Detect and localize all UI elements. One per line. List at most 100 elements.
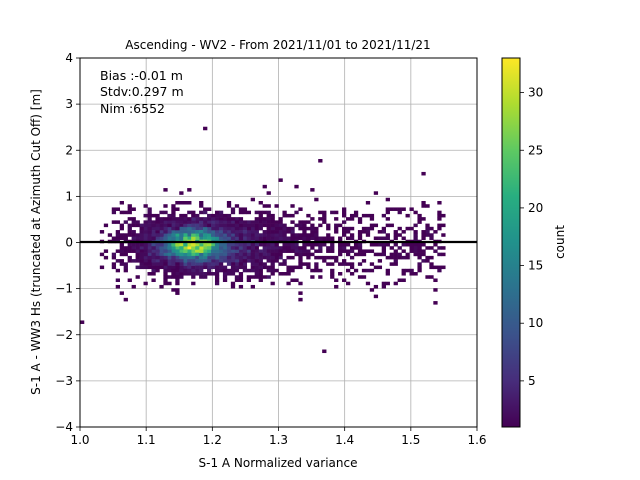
heatmap-cell — [199, 204, 204, 208]
heatmap-cell — [401, 236, 406, 241]
heatmap-cell — [199, 262, 204, 266]
heatmap-cell — [171, 272, 176, 276]
heatmap-cell — [266, 204, 271, 208]
heatmap-cell — [195, 272, 200, 276]
heatmap-cell — [115, 236, 120, 241]
heatmap-cell — [175, 246, 180, 250]
heatmap-cell — [298, 259, 303, 263]
heatmap-cell — [250, 230, 255, 234]
heatmap-cell — [373, 265, 379, 270]
colorbar-ticks: 5 10 15 20 25 30 — [520, 86, 543, 388]
heatmap-cell — [429, 275, 434, 279]
heatmap-cell — [131, 259, 136, 263]
heatmap-cell — [207, 223, 212, 228]
heatmap-cell — [191, 230, 196, 234]
heatmap-cell — [147, 213, 152, 218]
chart-title: Ascending - WV2 - From 2021/11/01 to 202… — [125, 38, 430, 52]
heatmap-cell — [203, 126, 208, 131]
heatmap-cell — [258, 255, 263, 260]
heatmap-cell — [214, 242, 220, 247]
heatmap-cell — [409, 246, 414, 250]
heatmap-cell — [397, 278, 402, 283]
heatmap-cell — [191, 272, 196, 276]
heatmap-cell — [278, 226, 283, 231]
heatmap-cell — [242, 207, 248, 211]
heatmap-cell — [266, 236, 271, 241]
heatmap-cell — [381, 236, 386, 241]
heatmap-cell — [214, 217, 220, 221]
heatmap-cell — [230, 255, 236, 260]
heatmap-cell — [302, 246, 307, 250]
heatmap-cell — [143, 236, 148, 241]
heatmap-cell — [195, 265, 200, 270]
heatmap-cell — [298, 291, 303, 295]
heatmap-cell — [373, 191, 379, 195]
heatmap-cell — [226, 236, 232, 241]
heatmap-cell — [218, 233, 224, 237]
heatmap-cell — [409, 226, 414, 231]
heatmap-cell — [238, 230, 244, 234]
heatmap-cell — [302, 220, 307, 224]
heatmap-cell — [290, 204, 295, 208]
heatmap-cell — [111, 220, 117, 224]
heatmap-cell — [254, 217, 259, 221]
heatmap-cell — [123, 246, 128, 250]
heatmap-cell — [167, 217, 172, 221]
heatmap-cell — [207, 252, 212, 257]
heatmap-cell — [294, 246, 299, 250]
heatmap-cell — [135, 233, 140, 237]
heatmap-cell — [258, 259, 263, 263]
heatmap-cell — [270, 233, 275, 237]
heatmap-cell — [222, 217, 228, 221]
heatmap-cell — [365, 230, 371, 234]
heatmap-cell — [238, 255, 244, 260]
heatmap-cell — [234, 246, 240, 250]
heatmap-cell — [163, 255, 168, 260]
heatmap-cell — [163, 230, 168, 234]
heatmap-cell — [425, 204, 430, 208]
heatmap-cell — [306, 242, 311, 247]
heatmap-cell — [230, 236, 236, 241]
heatmap-cell — [234, 252, 240, 257]
heatmap-cell — [167, 259, 172, 263]
heatmap-cell — [195, 220, 200, 224]
heatmap-cell — [238, 278, 244, 283]
heatmap-cell — [163, 281, 168, 286]
heatmap-cell — [437, 252, 442, 257]
heatmap-cell — [127, 230, 132, 234]
heatmap-cell — [413, 233, 418, 237]
heatmap-cell — [230, 272, 236, 276]
heatmap-cell — [214, 220, 220, 224]
heatmap-cell — [345, 242, 351, 247]
heatmap-cell — [218, 262, 224, 266]
heatmap-cell — [167, 252, 172, 257]
heatmap-cell — [262, 255, 267, 260]
heatmap-cell — [385, 242, 390, 247]
heatmap-cell — [345, 249, 351, 253]
heatmap-cell — [187, 255, 192, 260]
heatmap-cell — [361, 249, 367, 253]
heatmap-cell — [230, 223, 236, 228]
heatmap-cell — [131, 230, 136, 234]
heatmap-cell — [342, 210, 347, 215]
colorbar-tick-label: 15 — [528, 259, 543, 273]
heatmap-cell — [425, 275, 430, 279]
heatmap-cell — [207, 249, 212, 253]
heatmap-cell — [342, 246, 347, 250]
heatmap-cell — [278, 236, 283, 241]
heatmap-cell — [409, 242, 414, 247]
heatmap-cell — [353, 246, 359, 250]
heatmap-cell — [218, 268, 224, 273]
heatmap-cell — [405, 252, 410, 257]
heatmap-cell — [425, 246, 430, 250]
heatmap-cell — [230, 217, 236, 221]
heatmap-cell — [306, 262, 311, 266]
heatmap-cell — [147, 236, 152, 241]
heatmap-cell — [345, 281, 351, 286]
heatmap-cell — [171, 223, 176, 228]
heatmap-cell — [357, 262, 363, 266]
heatmap-cell — [211, 217, 216, 221]
heatmap-cell — [171, 230, 176, 234]
heatmap-cell — [266, 226, 271, 231]
heatmap-cell — [211, 255, 216, 260]
